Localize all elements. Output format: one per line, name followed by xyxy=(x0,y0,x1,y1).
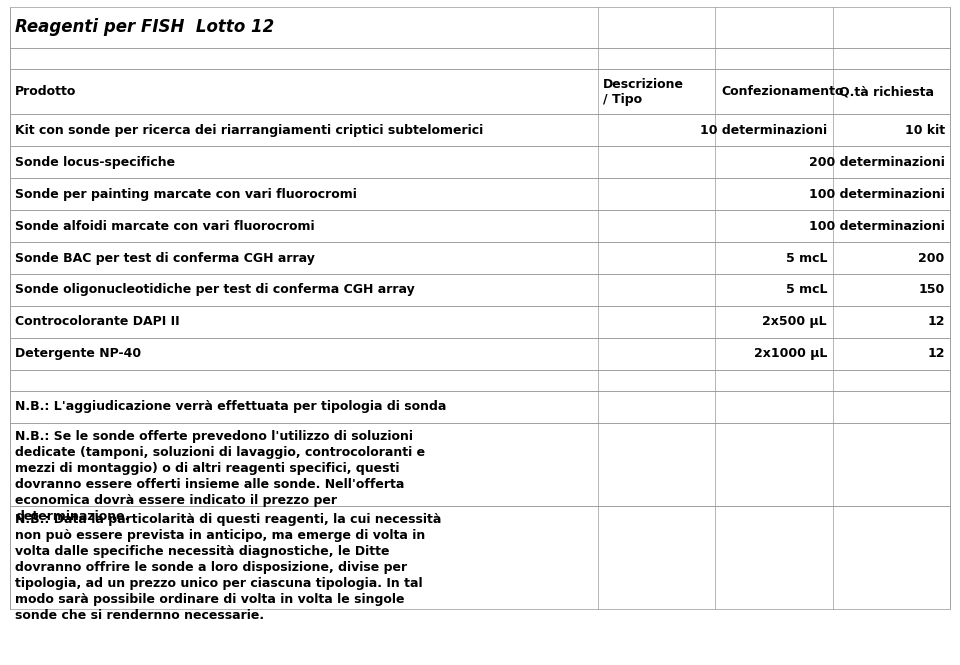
Text: 2x1000 μL: 2x1000 μL xyxy=(754,347,827,360)
Bar xyxy=(10,391,950,423)
Text: Descrizione
/ Tipo: Descrizione / Tipo xyxy=(604,78,684,106)
Bar xyxy=(10,69,950,114)
Text: 150: 150 xyxy=(919,283,945,297)
Text: 12: 12 xyxy=(927,315,945,329)
Bar xyxy=(10,242,950,274)
Text: Q.tà richiesta: Q.tà richiesta xyxy=(839,85,933,98)
Bar xyxy=(10,48,950,69)
Bar xyxy=(10,423,950,506)
Bar xyxy=(10,306,950,338)
Bar xyxy=(10,370,950,391)
Text: Sonde locus-specifiche: Sonde locus-specifiche xyxy=(15,156,176,169)
Text: 10 kit: 10 kit xyxy=(904,124,945,137)
Text: 12: 12 xyxy=(927,347,945,360)
Bar xyxy=(10,210,950,242)
Text: 200 determinazioni: 200 determinazioni xyxy=(808,156,945,169)
Text: 2x500 μL: 2x500 μL xyxy=(762,315,827,329)
Bar xyxy=(10,506,950,609)
Text: 100 determinazioni: 100 determinazioni xyxy=(808,219,945,233)
Text: Reagenti per FISH  Lotto 12: Reagenti per FISH Lotto 12 xyxy=(15,18,275,37)
Bar xyxy=(10,274,950,306)
Bar xyxy=(10,7,950,48)
Text: Prodotto: Prodotto xyxy=(15,85,77,98)
Text: Kit con sonde per ricerca dei riarrangiamenti criptici subtelomerici: Kit con sonde per ricerca dei riarrangia… xyxy=(15,124,484,137)
Text: N.B.: Se le sonde offerte prevedono l'utilizzo di soluzioni
dedicate (tamponi, s: N.B.: Se le sonde offerte prevedono l'ut… xyxy=(15,430,425,523)
Bar xyxy=(10,114,950,146)
Text: Sonde per painting marcate con vari fluorocromi: Sonde per painting marcate con vari fluo… xyxy=(15,188,357,201)
Text: Detergente NP-40: Detergente NP-40 xyxy=(15,347,141,360)
Text: Sonde alfoidi marcate con vari fluorocromi: Sonde alfoidi marcate con vari fluorocro… xyxy=(15,219,315,233)
Text: N.B.: Data la particolarità di questi reagenti, la cui necessità
non può essere : N.B.: Data la particolarità di questi re… xyxy=(15,513,442,622)
Bar xyxy=(10,338,950,370)
Text: Sonde BAC per test di conferma CGH array: Sonde BAC per test di conferma CGH array xyxy=(15,251,315,265)
Text: 10 determinazioni: 10 determinazioni xyxy=(700,124,827,137)
Text: 200: 200 xyxy=(919,251,945,265)
Text: 5 mcL: 5 mcL xyxy=(785,251,827,265)
Bar xyxy=(10,178,950,210)
Text: Confezionamento: Confezionamento xyxy=(721,85,844,98)
Text: 5 mcL: 5 mcL xyxy=(785,283,827,297)
Bar xyxy=(10,146,950,178)
Text: N.B.: L'aggiudicazione verrà effettuata per tipologia di sonda: N.B.: L'aggiudicazione verrà effettuata … xyxy=(15,400,446,414)
Text: Controcolorante DAPI II: Controcolorante DAPI II xyxy=(15,315,180,329)
Text: Sonde oligonucleotidiche per test di conferma CGH array: Sonde oligonucleotidiche per test di con… xyxy=(15,283,415,297)
Text: 100 determinazioni: 100 determinazioni xyxy=(808,188,945,201)
